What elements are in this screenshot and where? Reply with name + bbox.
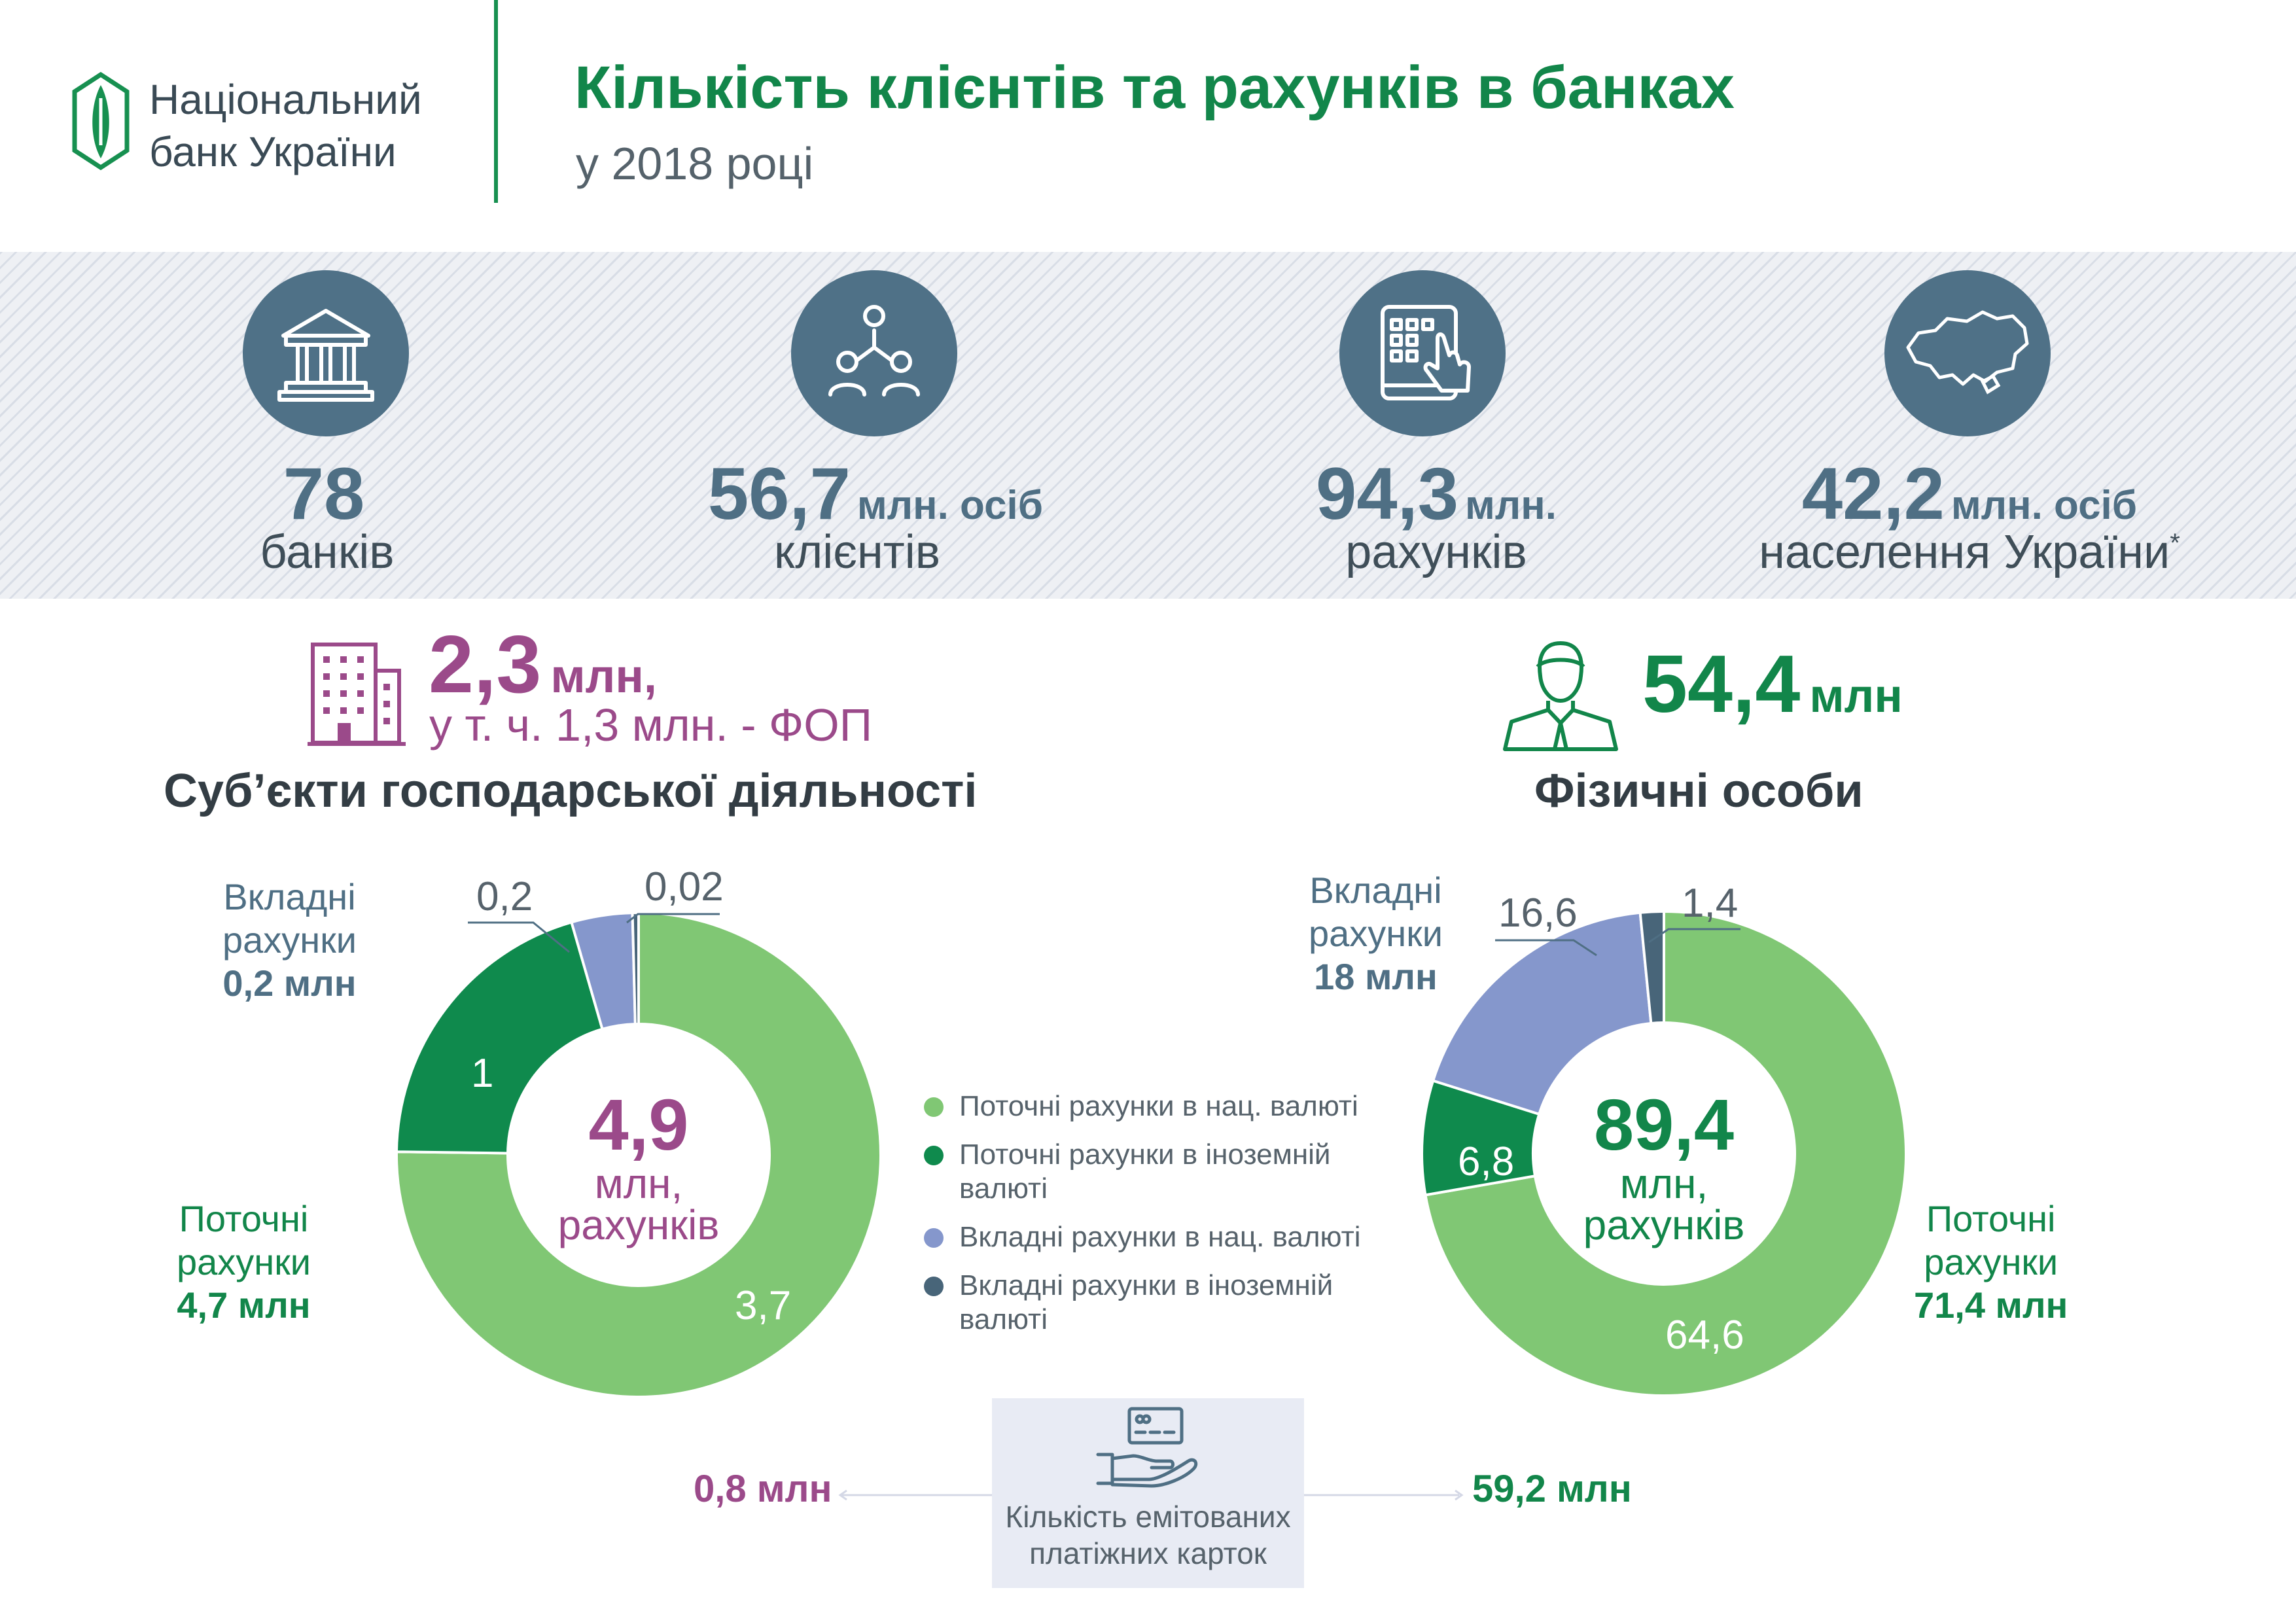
tablet-touch-icon bbox=[1339, 270, 1506, 436]
logo-line-1: Національний bbox=[149, 76, 422, 123]
cards-box bbox=[992, 1398, 1304, 1588]
legend-swatch bbox=[924, 1097, 944, 1117]
stat-banks-value: 78 bbox=[283, 453, 365, 535]
individual-donut-slice-3 bbox=[1431, 911, 1653, 1116]
legend-label: Поточні рахунки в іноземній валюті bbox=[959, 1139, 1331, 1205]
business-donut-total: 4,9 bbox=[588, 1085, 689, 1165]
individual-deposit-label: Вкладні рахунки 18 млн bbox=[1309, 870, 1443, 997]
business-donut-slice-1 bbox=[395, 911, 882, 1398]
legend-item: Вкладні рахунки в іноземній валюті bbox=[924, 1269, 1421, 1337]
stat-accounts-value: 94,3 млн. bbox=[1316, 453, 1557, 535]
cards-label: Кількість емітованих платіжних карток bbox=[1005, 1500, 1291, 1570]
logo-line-2: банк України bbox=[149, 128, 397, 175]
individual-segment-label-current-fx: 6,8 bbox=[1458, 1139, 1515, 1184]
footnote-marker: * bbox=[2170, 529, 2180, 557]
business-cards-value: 0,8 млн bbox=[694, 1468, 832, 1510]
individual-donut-unit: млн, bbox=[1619, 1160, 1708, 1207]
people-network-icon bbox=[791, 270, 957, 436]
person-icon bbox=[1503, 641, 1618, 751]
individual-donut-total: 89,4 bbox=[1593, 1085, 1735, 1165]
stat-clients-label: клієнтів bbox=[773, 526, 941, 578]
page-subtitle: у 2018 році bbox=[576, 138, 814, 189]
business-segment-label-deposit-fx: 0,02 bbox=[645, 864, 724, 909]
business-section-title: Суб’єкти господарської діяльності bbox=[164, 765, 978, 817]
business-clients-value: 2,3 млн, bbox=[429, 620, 657, 710]
individuals-section-title: Фізичні особи bbox=[1534, 765, 1863, 817]
individual-cards-value: 59,2 млн bbox=[1472, 1468, 1632, 1510]
individual-donut-caption: рахунків bbox=[1583, 1201, 1745, 1248]
legend-label: Вкладні рахунки в нац. валюті bbox=[959, 1221, 1361, 1253]
individual-current-label: Поточні рахунки 71,4 млн bbox=[1914, 1198, 2068, 1326]
legend-swatch bbox=[924, 1146, 944, 1165]
chart-legend: Поточні рахунки в нац. валюті Поточні ра… bbox=[924, 1089, 1421, 1351]
ukraine-map-icon bbox=[1884, 270, 2051, 436]
legend-swatch bbox=[924, 1228, 944, 1248]
stat-clients-value: 56,7 млн. осіб bbox=[707, 453, 1044, 535]
business-accounts-donut bbox=[395, 911, 882, 1398]
bank-building-icon bbox=[243, 270, 409, 436]
individual-donut-slice-1 bbox=[1424, 909, 1907, 1397]
stat-population-value: 42,2 млн. осіб bbox=[1801, 453, 2138, 535]
legend-item: Поточні рахунки в нац. валюті bbox=[924, 1089, 1421, 1123]
legend-label: Вкладні рахунки в іноземній валюті bbox=[959, 1269, 1333, 1335]
individual-segment-label-current-uah: 64,6 bbox=[1665, 1313, 1744, 1358]
business-segment-label-deposit-uah: 0,2 bbox=[476, 874, 533, 919]
nbu-logo-icon bbox=[72, 72, 130, 170]
cards-arrows bbox=[838, 1489, 1464, 1501]
individual-clients-value: 54,4 млн bbox=[1642, 639, 1903, 730]
individual-accounts-donut bbox=[1421, 909, 1907, 1397]
stat-banks-label: банків bbox=[260, 526, 395, 578]
business-current-label: Поточні рахунки 4,7 млн bbox=[177, 1198, 311, 1326]
individual-segment-label-deposit-uah: 16,6 bbox=[1498, 891, 1578, 936]
business-segment-label-current-uah: 3,7 bbox=[735, 1283, 792, 1328]
business-segment-label-current-fx: 1 bbox=[471, 1051, 494, 1096]
legend-swatch bbox=[924, 1277, 944, 1296]
legend-item: Поточні рахунки в іноземній валюті bbox=[924, 1138, 1421, 1206]
business-donut-unit: млн, bbox=[594, 1160, 683, 1207]
business-donut-slice-4 bbox=[631, 911, 640, 1026]
business-clients-sub: у т. ч. 1,3 млн. - ФОП bbox=[429, 699, 873, 750]
logo-text: Національний банк України bbox=[149, 73, 422, 178]
header-divider bbox=[494, 0, 498, 203]
legend-label: Поточні рахунки в нац. валюті bbox=[959, 1090, 1358, 1122]
business-donut-caption: рахунків bbox=[557, 1201, 720, 1248]
stat-accounts-label: рахунків bbox=[1345, 526, 1527, 578]
page-title: Кількість клієнтів та рахунків в банках bbox=[574, 54, 1735, 121]
legend-item: Вкладні рахунки в нац. валюті bbox=[924, 1220, 1421, 1254]
business-deposit-label: Вкладні рахунки 0,2 млн bbox=[222, 876, 357, 1004]
card-hand-icon bbox=[1096, 1407, 1198, 1488]
stat-population-label: населення України* bbox=[1759, 526, 2180, 578]
office-building-icon bbox=[308, 643, 406, 746]
individual-segment-label-deposit-fx: 1,4 bbox=[1682, 881, 1739, 926]
